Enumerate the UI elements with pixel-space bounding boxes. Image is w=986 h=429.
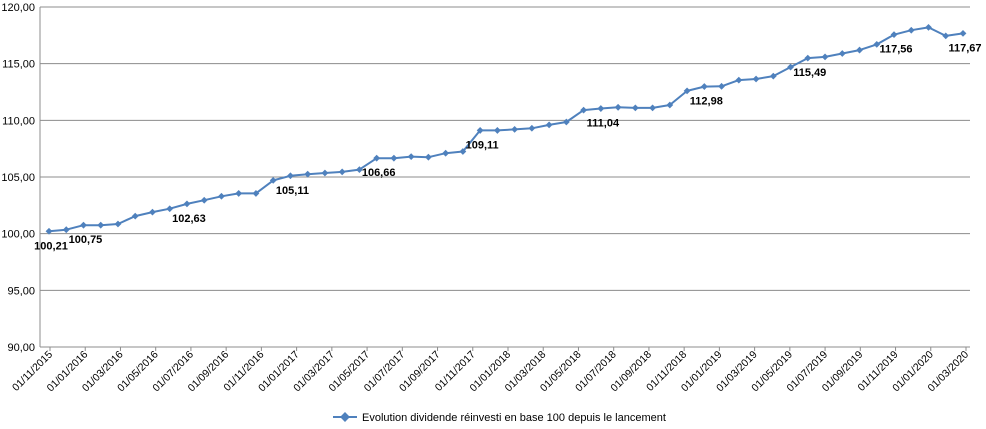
data-point <box>942 32 950 40</box>
data-point <box>390 154 398 162</box>
y-tick-label: 115,00 <box>2 59 35 71</box>
data-point <box>907 26 915 34</box>
y-tick-label: 110,00 <box>2 115 35 127</box>
data-label: 112,98 <box>690 96 723 108</box>
data-point <box>614 103 622 111</box>
data-point <box>752 75 760 83</box>
data-point <box>356 166 363 174</box>
data-point <box>97 221 105 229</box>
data-point <box>252 190 260 197</box>
data-point <box>476 127 484 134</box>
data-point <box>511 126 519 133</box>
legend-label: Evolution dividende réinvesti en base 10… <box>362 412 666 424</box>
data-label: 117,56 <box>879 44 912 56</box>
gridlines <box>40 6 970 348</box>
y-tick-label: 100,00 <box>1 229 35 241</box>
data-point <box>838 50 846 57</box>
data-point <box>925 24 932 31</box>
data-point <box>407 153 415 160</box>
data-point <box>735 76 743 84</box>
data-point <box>338 168 346 176</box>
data-point <box>114 220 122 228</box>
data-point <box>631 104 639 112</box>
data-point <box>149 208 156 216</box>
data-point <box>597 105 605 112</box>
data-point <box>493 127 501 134</box>
data-point <box>424 153 432 161</box>
legend-diamond-marker <box>340 412 350 422</box>
data-point <box>304 170 312 178</box>
data-point <box>562 118 570 126</box>
data-label: 106,66 <box>362 167 396 179</box>
data-point <box>856 46 863 54</box>
data-point <box>80 221 87 229</box>
y-tick-label: 95,00 <box>7 285 35 297</box>
data-point <box>166 205 174 213</box>
data-point <box>769 72 777 80</box>
data-point <box>649 104 656 112</box>
data-point <box>873 41 881 48</box>
data-point <box>683 87 691 95</box>
y-tick-label: 120,00 <box>1 2 35 14</box>
data-label: 109,11 <box>466 139 499 151</box>
data-point <box>269 177 277 184</box>
data-point <box>580 106 588 114</box>
data-point <box>666 101 674 109</box>
data-point <box>218 192 225 200</box>
data-point <box>959 30 967 37</box>
data-point <box>287 172 294 180</box>
data-point <box>45 227 53 235</box>
data-point <box>131 212 139 220</box>
data-point <box>62 226 70 234</box>
series-line <box>45 24 967 235</box>
data-label: 100,21 <box>34 240 68 252</box>
data-label: 115,49 <box>793 67 826 79</box>
y-tick-label: 105,00 <box>1 172 35 184</box>
data-label: 111,04 <box>587 118 620 130</box>
data-label: 102,63 <box>172 213 206 225</box>
data-label: 100,75 <box>69 234 103 246</box>
data-point <box>235 190 243 197</box>
data-point <box>373 154 381 162</box>
data-point <box>459 148 467 155</box>
data-point <box>787 63 794 71</box>
data-label: 105,11 <box>276 185 309 197</box>
data-point <box>442 149 450 157</box>
x-axis-ticks: 01/11/201501/01/201601/03/201601/05/2016… <box>10 347 971 394</box>
data-point <box>545 121 553 129</box>
data-label: 117,67 <box>948 42 981 54</box>
data-point <box>528 124 536 132</box>
data-point <box>821 53 829 61</box>
data-point <box>804 54 812 62</box>
data-point <box>200 196 208 204</box>
data-point <box>718 82 725 90</box>
data-point <box>183 200 191 208</box>
data-point <box>890 31 898 39</box>
y-tick-label: 90,00 <box>7 342 35 354</box>
axes <box>39 7 970 348</box>
legend: Evolution dividende réinvesti en base 10… <box>333 412 666 424</box>
y-axis-ticks: 90,00 95,00 100,00 105,00 110,00 115,00 120,00 <box>1 2 35 354</box>
data-point <box>321 169 329 177</box>
data-point <box>700 83 708 90</box>
